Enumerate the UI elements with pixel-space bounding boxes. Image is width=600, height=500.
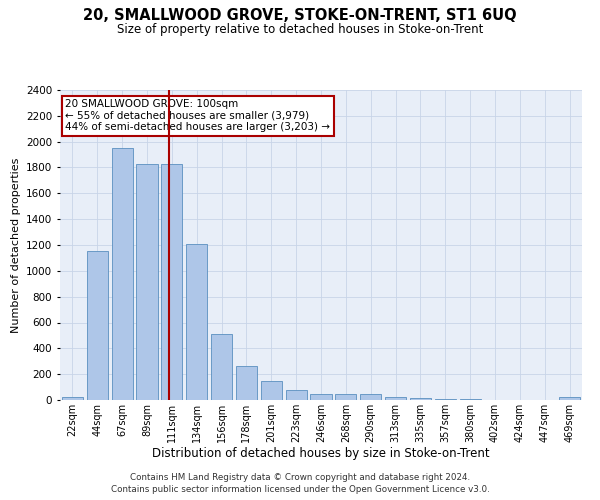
Bar [410, 398, 431, 400]
Bar [559, 398, 580, 400]
Text: Contains public sector information licensed under the Open Government Licence v3: Contains public sector information licen… [110, 485, 490, 494]
Text: Size of property relative to detached houses in Stoke-on-Trent: Size of property relative to detached ho… [117, 22, 483, 36]
Bar [211, 334, 232, 400]
Bar [335, 394, 356, 400]
Text: 20 SMALLWOOD GROVE: 100sqm
← 55% of detached houses are smaller (3,979)
44% of s: 20 SMALLWOOD GROVE: 100sqm ← 55% of deta… [65, 100, 330, 132]
Bar [186, 244, 207, 400]
Bar [435, 398, 456, 400]
Bar [310, 394, 332, 400]
Bar [136, 164, 158, 400]
Bar [286, 390, 307, 400]
Bar [385, 398, 406, 400]
Bar [360, 394, 381, 400]
Bar [112, 148, 133, 400]
Text: Distribution of detached houses by size in Stoke-on-Trent: Distribution of detached houses by size … [152, 448, 490, 460]
Bar [87, 252, 108, 400]
Bar [261, 380, 282, 400]
Text: 20, SMALLWOOD GROVE, STOKE-ON-TRENT, ST1 6UQ: 20, SMALLWOOD GROVE, STOKE-ON-TRENT, ST1… [83, 8, 517, 22]
Bar [62, 397, 83, 400]
Y-axis label: Number of detached properties: Number of detached properties [11, 158, 20, 332]
Bar [236, 366, 257, 400]
Text: Contains HM Land Registry data © Crown copyright and database right 2024.: Contains HM Land Registry data © Crown c… [130, 472, 470, 482]
Bar [161, 164, 182, 400]
